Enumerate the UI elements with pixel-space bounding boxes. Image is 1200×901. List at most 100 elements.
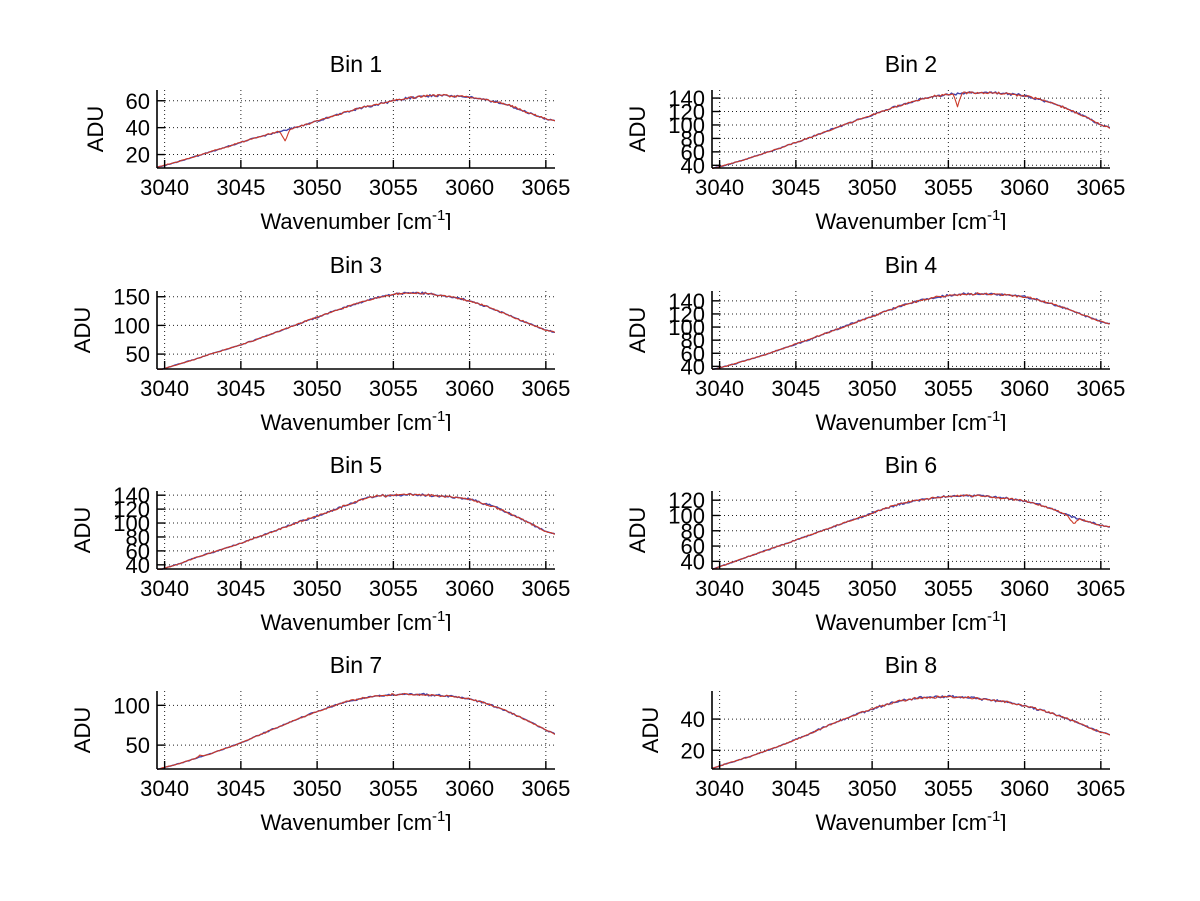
x-tick-label: 3055 — [924, 175, 973, 200]
x-tick-label: 3040 — [695, 376, 744, 401]
y-tick-label: 120 — [668, 100, 705, 125]
y-tick-label: 20 — [681, 738, 705, 763]
x-axis-label-part: Wavenumber [cm — [815, 810, 987, 831]
x-axis-label-part: Wavenumber [cm — [815, 610, 987, 631]
gridlines — [157, 491, 555, 569]
subplot-bin-7: Bin 7 50 100 3040 3045 3050 3055 3060 3065 ADU Wav… — [0, 641, 600, 831]
tick-marks — [712, 718, 1102, 769]
subplot-bin-6: Bin 6 40 60 80 100 120 3040 3045 3050 3055 3060 306… — [555, 441, 1155, 631]
spectrum-curve-red — [157, 692, 555, 770]
spectrum-curve-red — [712, 695, 1110, 769]
gridlines — [712, 491, 1110, 569]
x-axis-label-part: ] — [445, 810, 451, 831]
x-tick-label: 3065 — [1076, 376, 1125, 401]
tick-marks — [157, 704, 547, 769]
x-tick-label: 3040 — [140, 576, 189, 601]
x-tick-label: 3065 — [521, 175, 570, 200]
y-tick-label: 60 — [126, 539, 150, 564]
y-tick-label: 120 — [113, 497, 150, 522]
y-tick-label: 140 — [668, 86, 705, 111]
curves-group — [712, 91, 1110, 169]
curves-group — [157, 93, 555, 169]
y-tick-label: 40 — [681, 549, 705, 574]
tick-marks — [157, 494, 547, 569]
curves-group — [712, 494, 1110, 570]
x-tick-label: 3065 — [1076, 576, 1125, 601]
y-tick-label: 40 — [681, 354, 705, 379]
x-tick-label: 3065 — [521, 376, 570, 401]
x-tick-label: 3065 — [1076, 175, 1125, 200]
spectrum-curve-blue — [157, 492, 555, 570]
y-tick-label: 120 — [668, 302, 705, 327]
x-axis-label-part: Wavenumber [cm — [815, 410, 987, 431]
y-tick-label: 50 — [126, 733, 150, 758]
spectrum-curve-red — [712, 494, 1110, 570]
y-axis-label: ADU — [625, 507, 650, 553]
x-tick-label: 3050 — [293, 776, 342, 801]
gridlines — [157, 291, 555, 369]
x-axis-label: Wavenumber [cm-1] — [260, 408, 451, 431]
curves-group — [712, 292, 1110, 370]
subplot-bin-1: Bin 1 20 40 60 3040 3045 3050 3055 3060 3065 ADU Wa… — [0, 40, 600, 230]
spectrum-curve-blue — [712, 494, 1110, 570]
x-tick-label: 3045 — [216, 376, 265, 401]
x-axis-label-part: -1 — [432, 808, 445, 825]
curves-group — [157, 692, 555, 770]
x-tick-label: 3040 — [140, 175, 189, 200]
y-tick-label: 20 — [126, 143, 150, 168]
tick-marks — [157, 296, 547, 369]
x-axis-label-part: -1 — [987, 207, 1000, 224]
x-tick-label: 3060 — [1000, 175, 1049, 200]
x-tick-label: 3050 — [293, 576, 342, 601]
x-tick-label: 3040 — [695, 576, 744, 601]
x-axis-label-part: Wavenumber [cm — [260, 610, 432, 631]
x-tick-label: 3065 — [521, 776, 570, 801]
axes-lines — [711, 90, 1110, 169]
x-tick-label: 3045 — [216, 576, 265, 601]
spectrum-curve-red — [157, 493, 555, 570]
y-tick-label: 60 — [681, 140, 705, 165]
tick-marks — [712, 499, 1102, 569]
x-tick-label: 3045 — [771, 175, 820, 200]
x-tick-label: 3060 — [1000, 576, 1049, 601]
x-axis-label-part: Wavenumber [cm — [260, 209, 432, 230]
spectrum-curve-blue — [157, 692, 555, 770]
y-tick-label: 60 — [126, 89, 150, 114]
x-tick-label: 3060 — [445, 175, 494, 200]
y-axis-label: ADU — [638, 707, 663, 753]
x-tick-label: 3055 — [369, 175, 418, 200]
x-tick-label: 3040 — [140, 376, 189, 401]
y-tick-label: 40 — [126, 553, 150, 578]
y-tick-label: 140 — [668, 289, 705, 314]
x-tick-label: 3060 — [1000, 776, 1049, 801]
x-tick-label: 3040 — [695, 175, 744, 200]
subplot-title: Bin 5 — [330, 452, 382, 478]
axes-lines — [156, 291, 555, 370]
x-axis-label: Wavenumber [cm-1] — [815, 408, 1006, 431]
y-tick-label: 120 — [668, 488, 705, 513]
axes-lines — [156, 491, 555, 570]
y-tick-label: 80 — [126, 525, 150, 550]
y-axis-label: ADU — [625, 307, 650, 353]
y-tick-label: 150 — [113, 285, 150, 310]
tick-marks — [157, 100, 547, 168]
spectrum-curve-blue — [157, 93, 555, 169]
subplot-title: Bin 3 — [330, 252, 382, 278]
spectrum-curve-red — [157, 93, 555, 168]
x-tick-label: 3045 — [216, 175, 265, 200]
x-tick-label: 3040 — [695, 776, 744, 801]
subplot-title: Bin 7 — [330, 652, 382, 678]
subplot-title: Bin 8 — [885, 652, 937, 678]
plot-canvas-bin-7: Bin 7 50 100 3040 3045 3050 3055 3060 3065 ADU Wav… — [70, 652, 570, 831]
spectrum-curve-red — [712, 91, 1110, 169]
y-tick-label: 40 — [681, 707, 705, 732]
subplot-title: Bin 6 — [885, 452, 937, 478]
x-axis-label-part: Wavenumber [cm — [260, 410, 432, 431]
x-tick-label: 3045 — [771, 376, 820, 401]
x-tick-label: 3050 — [848, 376, 897, 401]
x-tick-label: 3065 — [1076, 776, 1125, 801]
y-tick-label: 60 — [681, 534, 705, 559]
gridlines — [157, 691, 555, 769]
